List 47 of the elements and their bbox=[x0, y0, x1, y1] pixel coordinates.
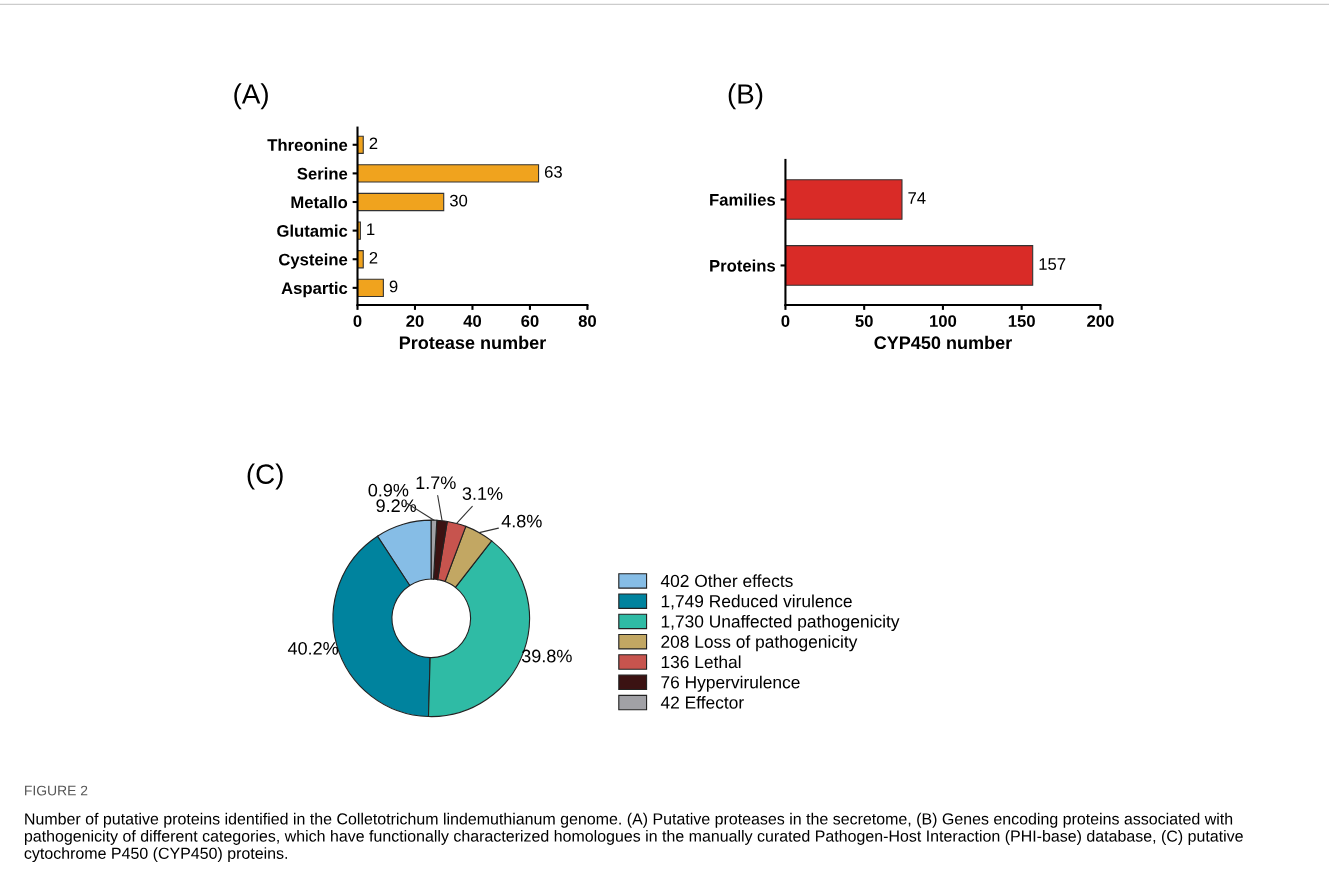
legend-label: 1,749 Reduced virulence bbox=[661, 594, 852, 610]
data-label: 1.7% bbox=[416, 476, 456, 490]
y-tick-label: Glutamic bbox=[277, 224, 348, 237]
data-label: 0.9% bbox=[368, 483, 409, 497]
chart-title: (C) bbox=[247, 463, 283, 490]
x-axis-title: CYP450 number bbox=[874, 335, 1012, 350]
x-tick-label: 80 bbox=[578, 315, 596, 327]
y-tick-label: Serine bbox=[297, 167, 348, 180]
x-axis-title: Protease number bbox=[399, 335, 546, 350]
data-label: 9 bbox=[389, 280, 398, 293]
legend-label: 42 Effector bbox=[660, 695, 744, 709]
x-tick-label: 40 bbox=[463, 315, 482, 327]
y-tick-label: Cysteine bbox=[278, 253, 348, 269]
x-tick-label: 60 bbox=[521, 315, 539, 327]
data-label: 4.8% bbox=[501, 514, 542, 528]
y-tick-label: Threonine bbox=[267, 138, 348, 151]
x-tick-label: 0 bbox=[353, 315, 362, 327]
x-tick-label: 150 bbox=[1008, 315, 1035, 327]
y-tick-label: Aspartic bbox=[281, 281, 348, 298]
x-tick-label: 50 bbox=[855, 315, 873, 327]
legend-label: 76 Hypervirulence bbox=[661, 675, 800, 692]
y-tick-label: Proteins bbox=[710, 259, 776, 272]
data-label: 157 bbox=[1039, 258, 1066, 270]
data-label: 39.8% bbox=[521, 649, 572, 663]
x-tick-label: 100 bbox=[930, 315, 957, 327]
legend-label: 136 Lethal bbox=[661, 655, 741, 669]
data-label: 74 bbox=[908, 192, 926, 204]
x-tick-label: 20 bbox=[406, 315, 424, 327]
x-tick-label: 200 bbox=[1087, 315, 1114, 327]
data-label: 2 bbox=[369, 251, 378, 264]
y-tick-label: Metallo bbox=[291, 195, 348, 209]
data-label: 1 bbox=[367, 223, 375, 235]
legend-label: 1,730 Unaffected pathogenicity bbox=[661, 614, 900, 632]
data-label: 30 bbox=[449, 194, 468, 207]
data-label: 40.2% bbox=[287, 641, 339, 655]
data-label: 9.2% bbox=[376, 499, 417, 513]
caption: FIGURE 2 bbox=[25, 785, 88, 796]
data-label: 2 bbox=[369, 137, 378, 150]
data-label: 63 bbox=[544, 166, 562, 178]
data-label: 3.1% bbox=[462, 487, 503, 500]
legend-label: 208 Loss of pathogenicity bbox=[661, 635, 858, 652]
chart-title: (A) bbox=[234, 83, 268, 110]
y-tick-label: Families bbox=[710, 193, 776, 206]
x-tick-label: 0 bbox=[781, 315, 790, 327]
legend-label: 402 Other effects bbox=[660, 574, 793, 588]
text: Number of putative proteins identified in the Colletotrichum lindemuthianum genome. (A) Putative proteases in the secretome, (B) Genes encoding proteins associated with pathogenicity of different categories, which have functionally characterized homologues in the manually curated Pathogen-Host Interaction (PHI-base) database, (C) putative cytochrome P450 (CYP450) proteins. bbox=[24, 812, 1243, 863]
chart-title: (B) bbox=[728, 83, 763, 110]
